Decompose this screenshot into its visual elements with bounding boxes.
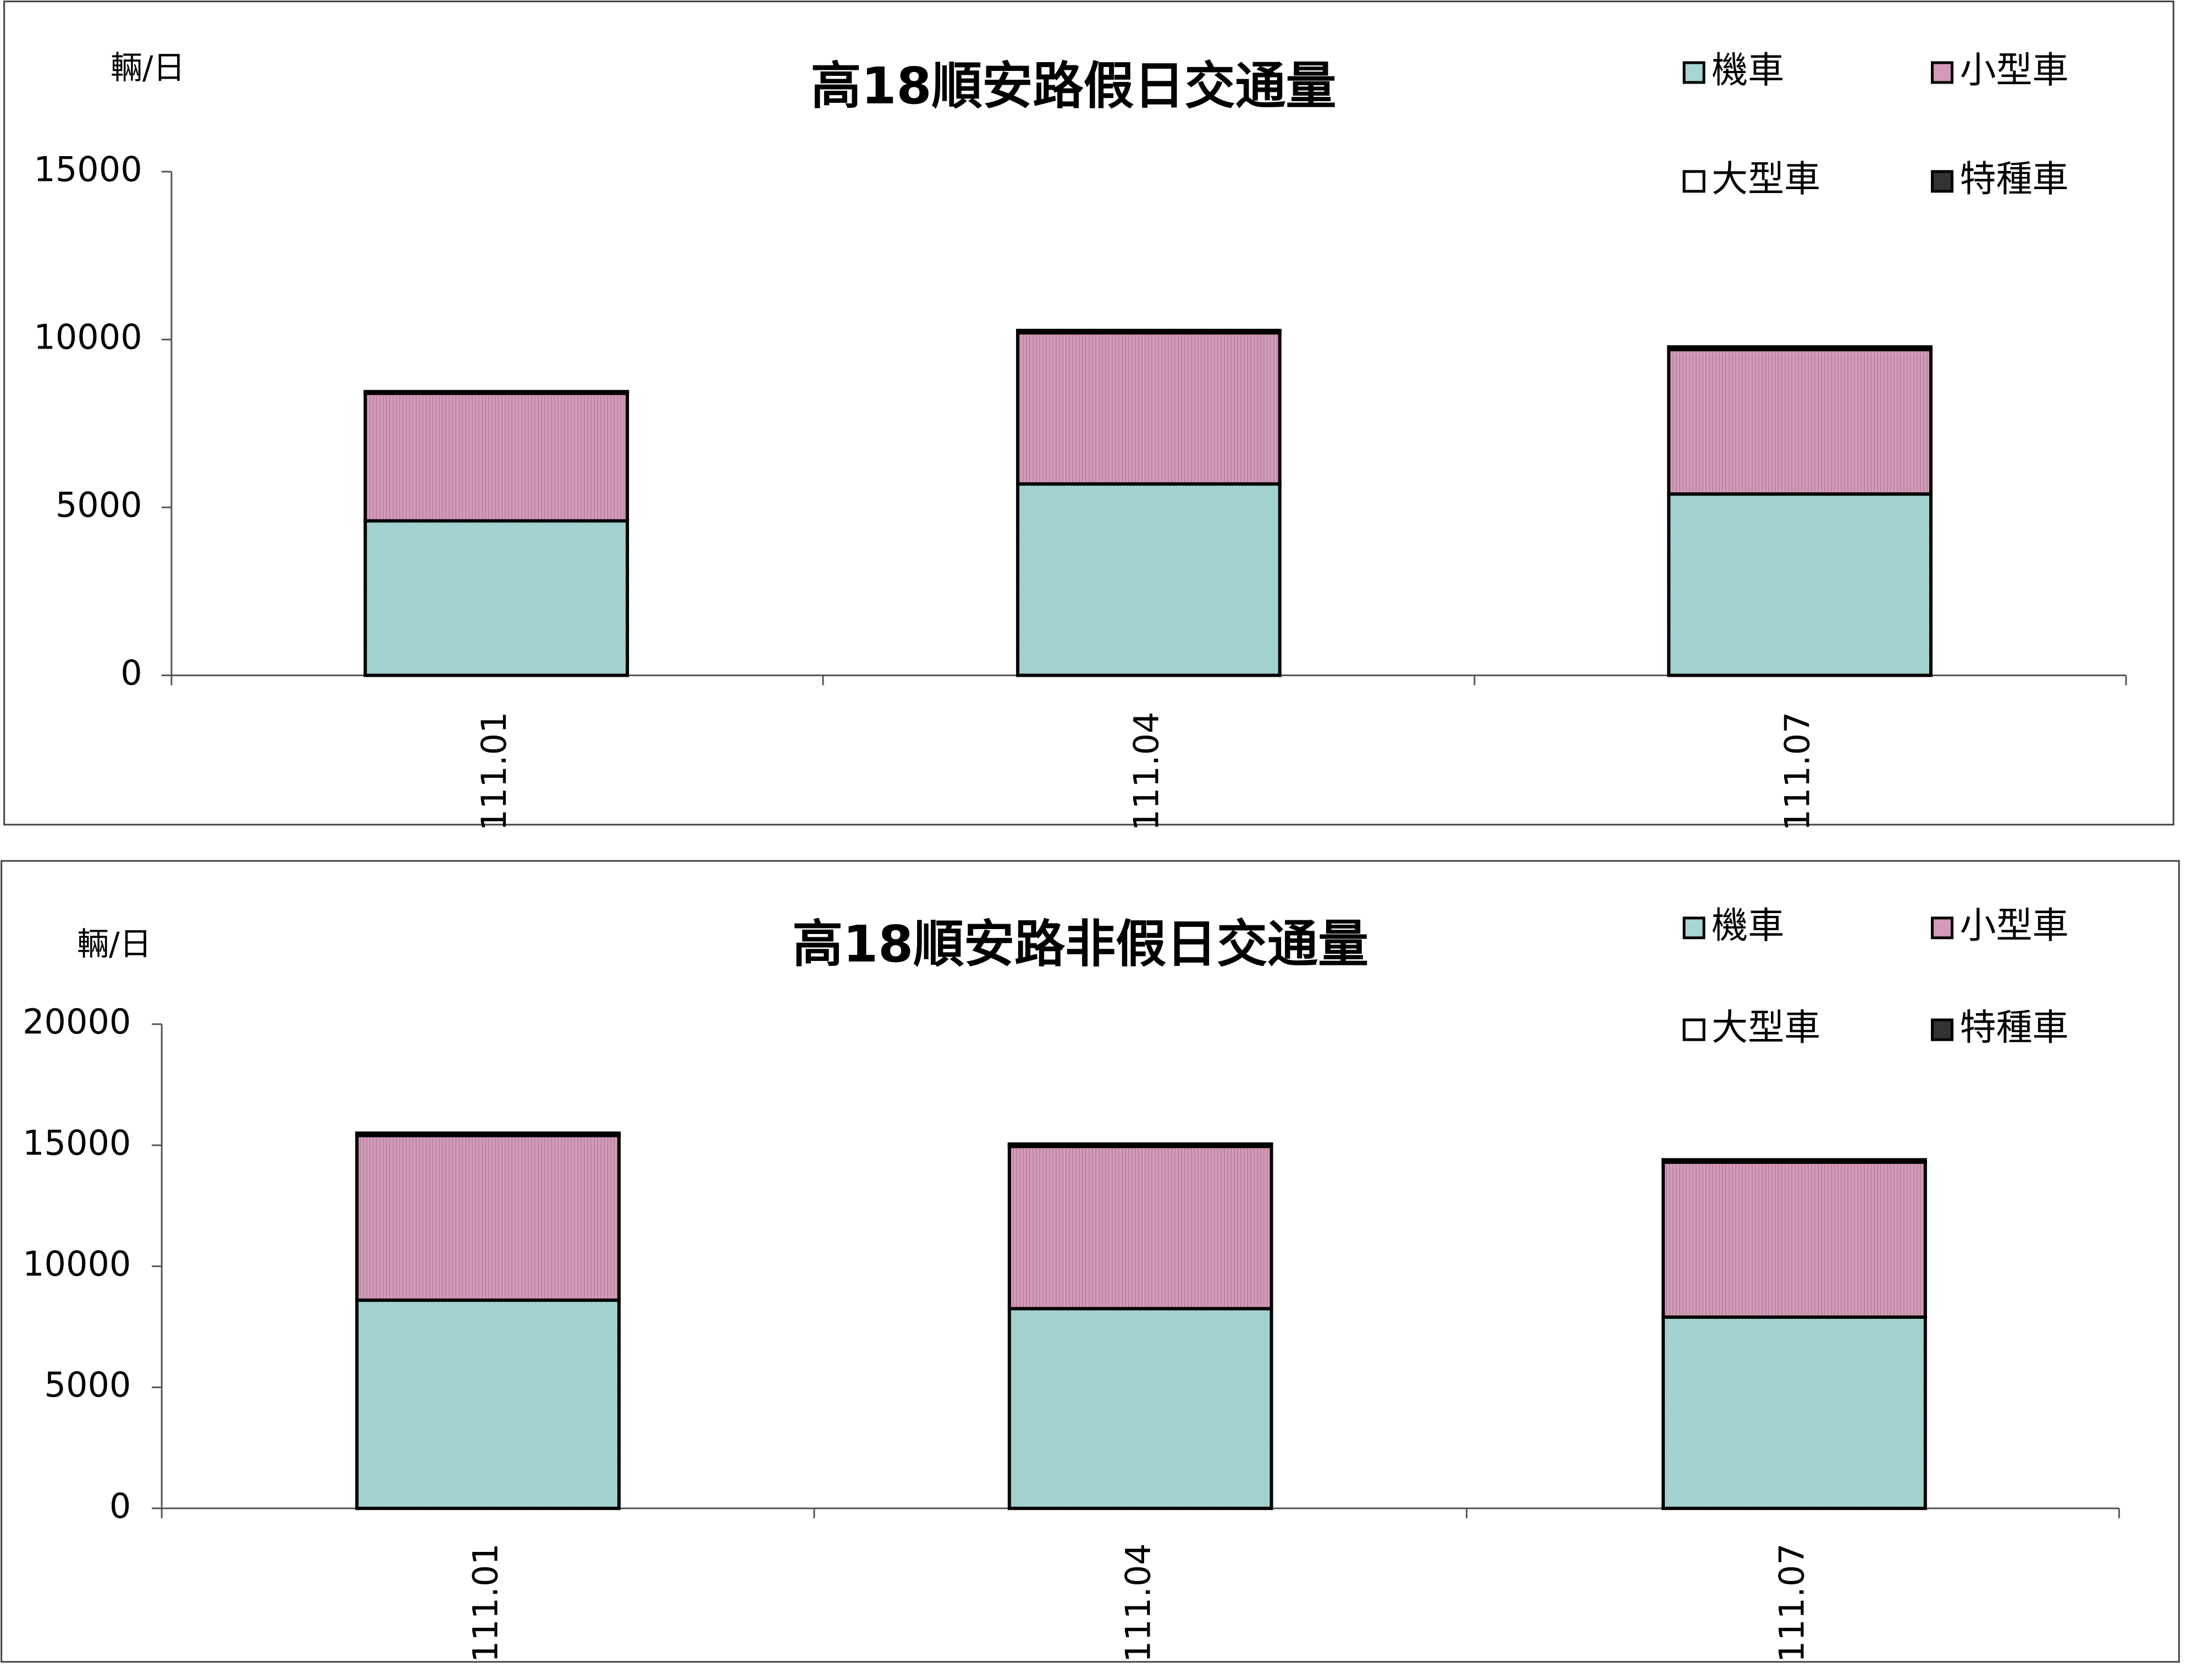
x-tick-label: 111.04 [1127,711,1167,831]
bar-small-car [1016,331,1282,486]
legend-item: 大型車 [1682,158,1820,200]
bar-special-car [1016,329,1282,333]
legend-swatch [1931,916,1953,940]
y-tick-label: 0 [120,653,142,693]
x-tick-label: 111.01 [474,711,514,831]
legend-label: 大型車 [1712,158,1820,200]
legend-item: 特種車 [1931,1006,2069,1048]
legend-label: 大型車 [1712,1006,1820,1048]
bar-special-car [1667,345,1933,350]
legend-label: 機車 [1712,49,1784,91]
y-axis-label: 輛/日 [77,925,152,963]
x-tick-label: 111.04 [1118,1543,1158,1662]
legend-label: 小型車 [1960,904,2069,947]
legend-label: 特種車 [1960,158,2069,200]
legend-item: 大型車 [1682,1006,1820,1048]
chart-title: 高18順安路假日交通量 [810,57,1336,115]
bar-motorcycle [1667,492,1933,677]
bar-motorcycle [1016,482,1282,677]
bar-small-car [1007,1145,1273,1311]
bar-special-car [363,390,630,394]
legend-item: 小型車 [1931,49,2069,91]
bar-motorcycle [355,1298,621,1510]
legend-item: 小型車 [1931,904,2069,947]
legend-label: 機車 [1712,904,1784,947]
y-tick-label: 5000 [56,485,142,525]
bar-special-car [1661,1158,1927,1163]
legend-swatch [1682,916,1705,940]
y-tick-label: 0 [109,1486,131,1526]
bar-special-car [1007,1142,1273,1147]
bar-small-car [1667,347,1933,496]
legend-item: 機車 [1682,904,1784,947]
legend-label: 小型車 [1960,49,2069,91]
y-tick-label: 10000 [34,317,142,357]
chart-1: 高18順安路假日交通量 輛/日 0 5000 10000 15000 111.01 111.0… [3,1,2174,831]
y-tick-label: 15000 [23,1123,131,1163]
legend-swatch [1682,61,1705,84]
legend-item: 機車 [1682,49,1784,91]
x-tick-label: 111.07 [1772,1543,1812,1662]
bar-motorcycle [1007,1307,1273,1510]
y-axis-label: 輛/日 [111,49,185,86]
chart-2: 高18順安路非假日交通量 輛/日 0 5000 10000 15000 20000 111.0… [1,860,2180,1663]
y-tick-label: 20000 [23,1002,131,1042]
y-tick-label: 5000 [45,1365,131,1405]
legend-swatch [1931,170,1953,193]
bar-special-car [355,1131,621,1136]
x-tick-label: 111.01 [466,1543,506,1662]
bar-motorcycle [1661,1315,1927,1510]
bar-small-car [1661,1160,1927,1319]
y-tick-label: 10000 [23,1244,131,1284]
legend-swatch [1931,61,1953,84]
bar-motorcycle [363,519,630,677]
x-tick-label: 111.07 [1777,711,1818,831]
legend-swatch [1682,170,1705,193]
bar-small-car [363,391,630,523]
y-tick-label: 15000 [34,149,142,189]
bar-small-car [355,1134,621,1302]
legend-label: 特種車 [1960,1006,2069,1048]
legend-swatch [1682,1018,1705,1041]
legend-swatch [1931,1018,1953,1041]
legend-item: 特種車 [1931,158,2069,200]
chart-title: 高18順安路非假日交通量 [792,915,1368,974]
